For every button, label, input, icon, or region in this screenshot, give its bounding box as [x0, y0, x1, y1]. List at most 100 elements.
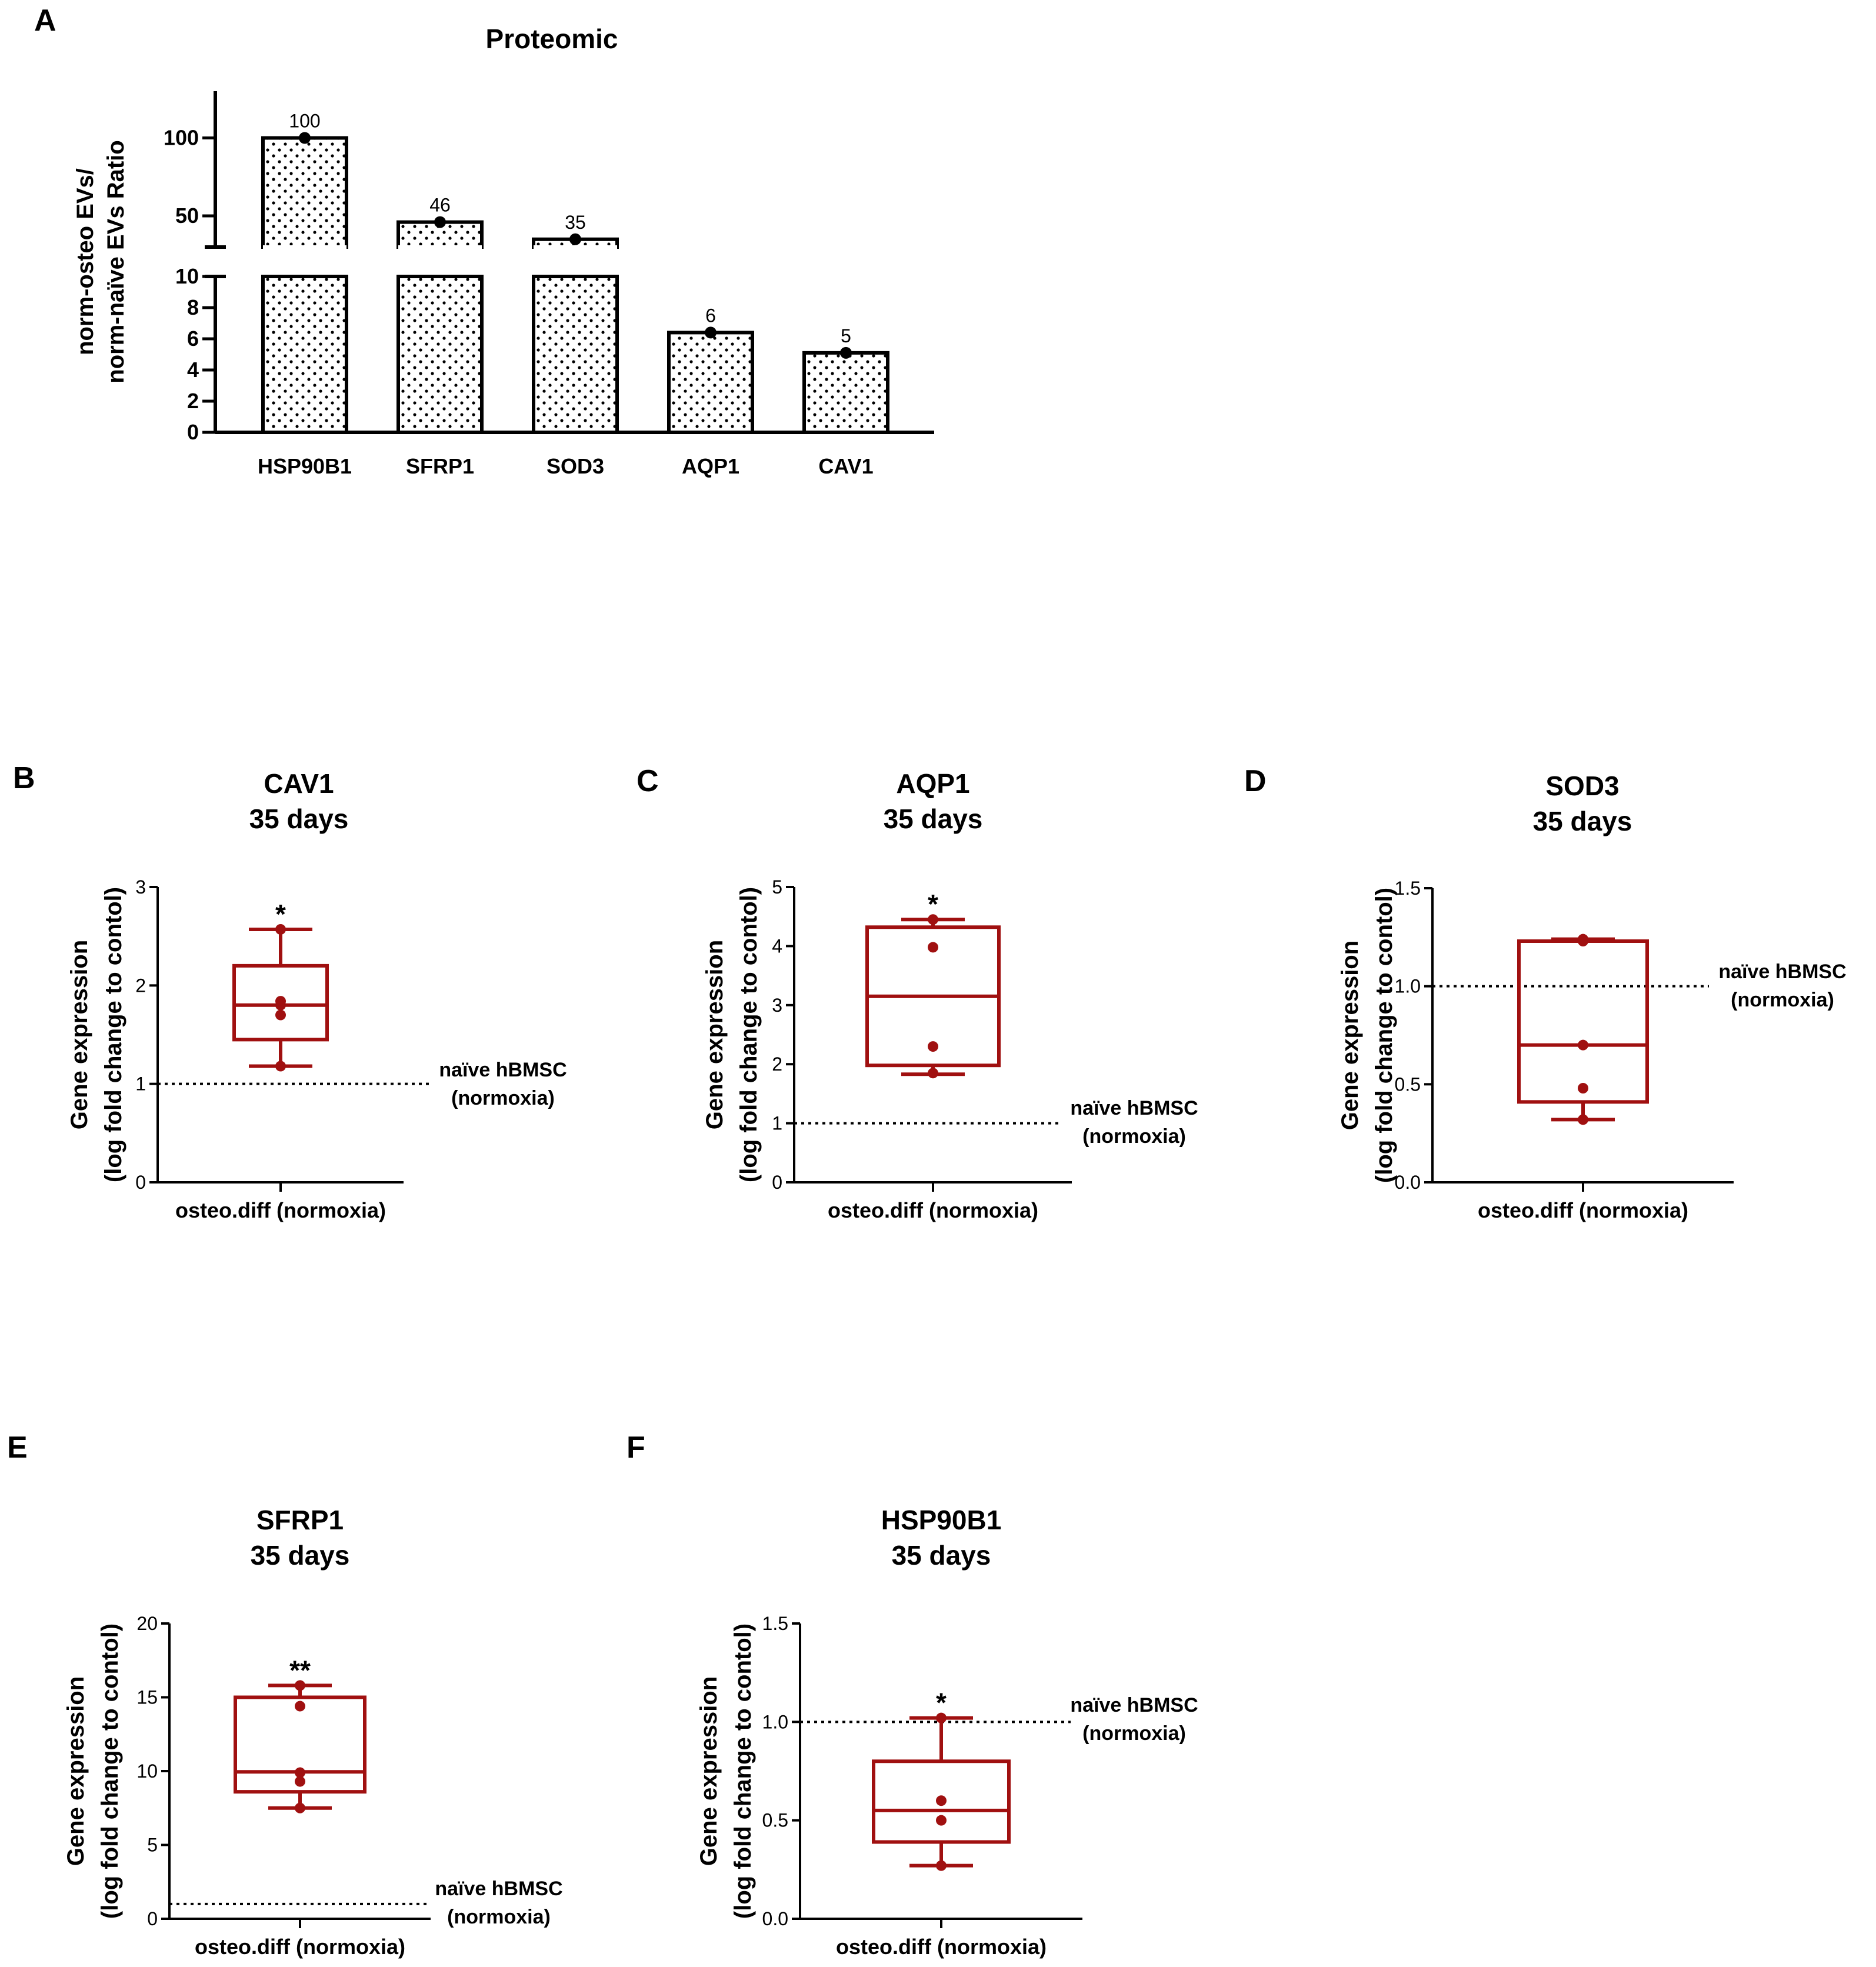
data-point: [295, 1767, 305, 1778]
y-tick-label: 1: [772, 1113, 782, 1134]
x-tick-label: SFRP1: [406, 454, 474, 478]
data-point: [295, 1802, 305, 1813]
reference-label: (normoxia): [1082, 1125, 1186, 1148]
y-axis-label-line: Gene expression: [63, 1676, 89, 1866]
y-tick-label: 5: [147, 1835, 158, 1856]
reference-label: naïve hBMSC: [435, 1878, 562, 1900]
y-axis-label-line: Gene expression: [1337, 941, 1363, 1130]
y-axis-label: norm-osteo EVs/norm-naïve EVs Ratio: [72, 140, 129, 383]
data-point: [275, 1061, 286, 1072]
data-point: [1578, 936, 1588, 946]
chart-title: SFRP1: [256, 1505, 344, 1535]
y-tick-label: 10: [175, 264, 199, 288]
data-point: [1578, 1039, 1588, 1051]
y-axis-label: Gene expression (log fold change to conto…: [1337, 888, 1397, 1183]
x-tick-label: SOD3: [547, 454, 604, 478]
panel-letter-f: F: [627, 1431, 645, 1465]
bar-lower: [261, 275, 348, 434]
data-point: [936, 1860, 947, 1871]
panel-letter-d: D: [1244, 764, 1267, 798]
data-point: [275, 999, 286, 1011]
y-axis-label-line: Gene expression: [696, 1676, 722, 1866]
box: [872, 1759, 1011, 1844]
bar-point: [434, 216, 446, 228]
data-point: [295, 1701, 305, 1712]
x-tick-label: HSP90B1: [258, 454, 352, 478]
y-tick-label: 0.0: [1395, 1172, 1421, 1193]
reference-label: (normoxia): [1731, 989, 1834, 1011]
panel-d: D SOD3 35 days osteo.diff (normoxia) 0.0 0.5 1…: [1244, 764, 1847, 1222]
y-tick-label: 2: [135, 975, 146, 996]
y-axis-label-line: norm-naïve EVs Ratio: [103, 140, 129, 383]
data-point: [928, 1068, 938, 1079]
y-tick-label: 1: [135, 1073, 146, 1095]
y-tick-label: 10: [136, 1761, 158, 1782]
y-tick-label: 20: [136, 1613, 158, 1634]
x-tick-label: osteo.diff (normoxia): [1478, 1198, 1688, 1222]
bar-value-label: 46: [429, 195, 451, 216]
data-point: [275, 924, 286, 935]
chart-subtitle: 35 days: [892, 1540, 991, 1571]
panel-letter-b: B: [13, 761, 35, 795]
bar-value-label: 100: [289, 111, 320, 132]
chart-title: HSP90B1: [881, 1505, 1002, 1535]
y-axis-label-line: (log fold change to contol): [1371, 888, 1397, 1183]
box: [1517, 939, 1649, 1104]
reference-label: (normoxia): [451, 1087, 555, 1109]
chart-subtitle: 35 days: [251, 1540, 350, 1571]
bar-point: [299, 132, 311, 144]
x-tick-label: CAV1: [818, 454, 873, 478]
y-tick-label: 1.0: [1395, 976, 1421, 997]
chart-title: SOD3: [1545, 771, 1619, 801]
bar-value-label: 6: [705, 305, 716, 326]
reference-label: (normoxia): [1082, 1722, 1186, 1745]
y-tick-label: 4: [772, 935, 782, 956]
data-point: [936, 1795, 947, 1806]
y-tick-label: 0: [147, 1908, 158, 1929]
y-axis-label: Gene expression (log fold change to conto…: [66, 887, 126, 1182]
x-tick-label: osteo.diff (normoxia): [828, 1198, 1038, 1222]
y-tick-label: 2: [187, 389, 199, 413]
reference-label: naïve hBMSC: [1070, 1097, 1198, 1119]
panel-f: F HSP90B1 35 days osteo.diff (normoxia) 0.0 0…: [627, 1431, 1198, 1959]
bar-lower: [532, 275, 619, 434]
chart-subtitle: 35 days: [884, 804, 983, 834]
reference-label: naïve hBMSC: [439, 1059, 567, 1081]
y-tick-label: 1.5: [762, 1613, 788, 1634]
bar-point: [569, 233, 581, 245]
y-tick-label: 6: [187, 326, 199, 351]
y-tick-label: 0: [772, 1172, 782, 1193]
y-axis-label-line: (log fold change to contol): [101, 887, 126, 1182]
data-point: [275, 1009, 286, 1021]
y-axis-label: Gene expression (log fold change to conto…: [702, 887, 762, 1182]
bar: [667, 331, 754, 435]
y-tick-label: 50: [175, 204, 199, 228]
bar-upper: [261, 136, 348, 249]
bar-value-label: 35: [565, 212, 586, 233]
chart-title: CAV1: [264, 768, 334, 799]
data-point: [295, 1776, 305, 1787]
significance-marker: *: [936, 1688, 947, 1718]
significance-marker: **: [289, 1655, 311, 1685]
bar-point: [705, 326, 717, 339]
panel-b: B CAV1 35 days osteo.diff (normoxia) 0 1 2 3 Gen…: [13, 761, 567, 1222]
data-point: [936, 1815, 947, 1826]
data-point: [928, 914, 938, 925]
data-point: [1578, 1083, 1588, 1093]
panel-letter-e: E: [7, 1431, 28, 1465]
bar: [802, 351, 889, 434]
box: [232, 964, 329, 1042]
y-tick-label: 0.5: [762, 1810, 788, 1831]
y-tick-label: 3: [135, 876, 146, 898]
x-tick-label: osteo.diff (normoxia): [836, 1935, 1047, 1959]
significance-marker: *: [928, 889, 938, 919]
y-axis-label-line: (log fold change to contol): [736, 887, 762, 1182]
chart-subtitle: 35 days: [249, 804, 349, 834]
y-tick-label: 1.5: [1395, 878, 1421, 899]
y-tick-label: 0: [135, 1172, 146, 1193]
data-point: [295, 1680, 305, 1691]
reference-label: naïve hBMSC: [1718, 961, 1846, 983]
chart-title: Proteomic: [486, 24, 618, 54]
y-axis-label: Gene expression (log fold change to conto…: [63, 1623, 123, 1919]
